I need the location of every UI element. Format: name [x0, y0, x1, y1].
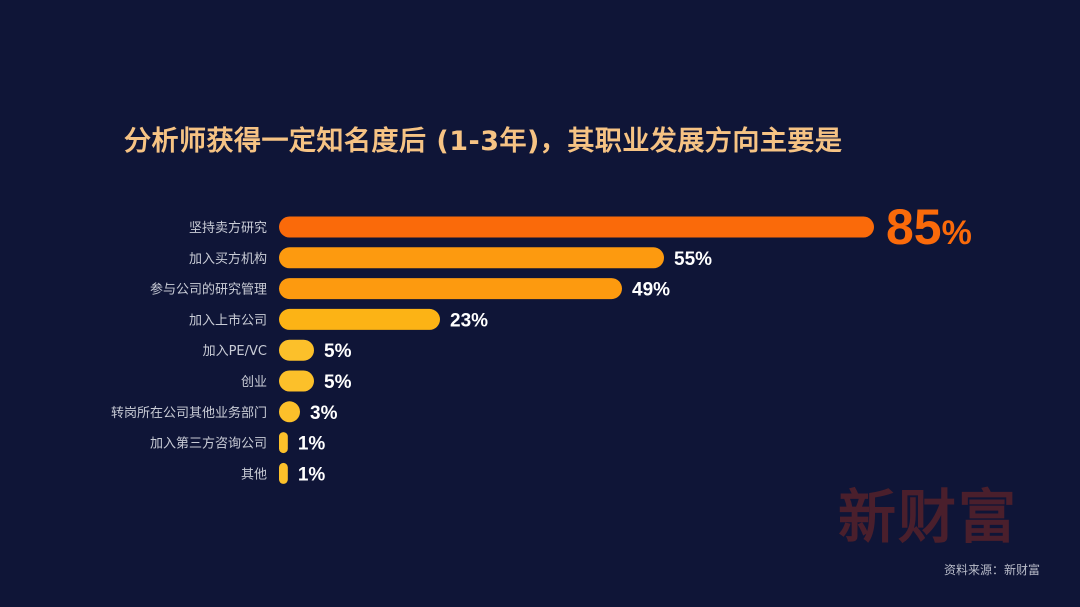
category-label: 加入上市公司: [189, 312, 267, 328]
value-label: 3%: [310, 403, 338, 424]
chart-title: 分析师获得一定知名度后 (1-3年)，其职业发展方向主要是: [124, 126, 843, 157]
value-label: 1%: [298, 464, 326, 485]
bar: [279, 401, 300, 423]
bar: [279, 462, 288, 484]
source-note: 资料来源：新财富: [944, 563, 1041, 577]
category-label: 其他: [241, 467, 267, 482]
value-label: 85%: [886, 199, 972, 255]
category-label: 加入PE/VC: [203, 344, 267, 359]
bar: [279, 247, 664, 269]
value-label: 55%: [674, 249, 712, 270]
category-label: 加入第三方咨询公司: [150, 436, 267, 452]
value-label: 49%: [632, 280, 670, 301]
category-label: 转岗所在公司其他业务部门: [111, 405, 267, 421]
category-label: 坚持卖方研究: [189, 220, 267, 236]
bar: [279, 278, 622, 300]
value-label: 5%: [324, 372, 352, 393]
value-label: 23%: [450, 310, 488, 331]
bar: [279, 308, 440, 330]
category-label: 创业: [241, 375, 267, 390]
value-label: 5%: [324, 341, 352, 362]
category-label: 加入买方机构: [189, 251, 267, 267]
value-label: 1%: [298, 434, 326, 455]
bar: [279, 370, 314, 392]
bar: [279, 432, 288, 454]
bar: [279, 339, 314, 361]
category-label: 参与公司的研究管理: [150, 282, 267, 298]
watermark-logo: 新财富: [838, 483, 1019, 551]
bar: [279, 216, 874, 238]
